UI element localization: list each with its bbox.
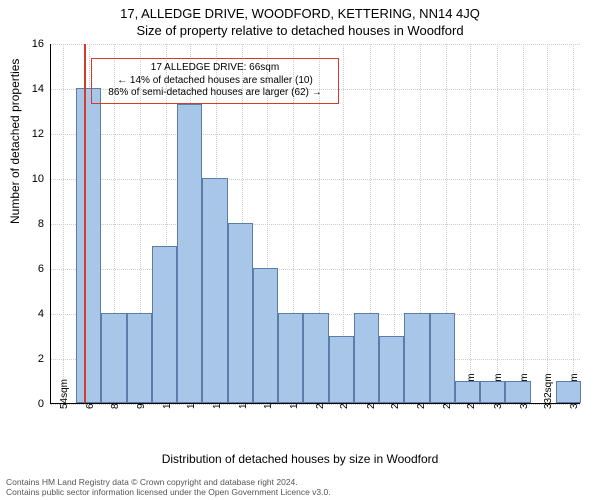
histogram-bar (354, 313, 379, 403)
y-tick-label: 2 (14, 353, 44, 365)
annotation-line: 17 ALLEDGE DRIVE: 66sqm (98, 62, 332, 75)
gridline-vertical (547, 44, 548, 403)
x-axis-label: Distribution of detached houses by size … (0, 452, 600, 466)
footer-attribution: Contains HM Land Registry data © Crown c… (6, 478, 594, 498)
histogram-bar (430, 313, 455, 403)
gridline-horizontal (51, 224, 580, 225)
y-tick-label: 16 (14, 38, 44, 50)
y-tick-label: 14 (14, 83, 44, 95)
chart-container: 17, ALLEDGE DRIVE, WOODFORD, KETTERING, … (0, 0, 600, 500)
annotation-line: ← 14% of detached houses are smaller (10… (98, 75, 332, 88)
histogram-bar (253, 268, 278, 403)
histogram-bar (303, 313, 328, 403)
histogram-bar (202, 178, 227, 403)
histogram-bar (404, 313, 429, 403)
property-marker-line (84, 44, 86, 403)
y-tick-label: 12 (14, 128, 44, 140)
histogram-bar (228, 223, 253, 403)
histogram-bar (152, 246, 177, 404)
title-address: 17, ALLEDGE DRIVE, WOODFORD, KETTERING, … (0, 0, 600, 21)
annotation-line: 86% of semi-detached houses are larger (… (98, 87, 332, 100)
gridline-horizontal (51, 179, 580, 180)
gridline-horizontal (51, 269, 580, 270)
x-tick-label: 54sqm (59, 379, 70, 409)
title-subtitle: Size of property relative to detached ho… (0, 21, 600, 38)
histogram-bar (329, 336, 354, 404)
histogram-bar (127, 313, 152, 403)
gridline-vertical (523, 44, 524, 403)
histogram-bar (278, 313, 303, 403)
gridline-vertical (497, 44, 498, 403)
plot-region: 024681012141654sqm69sqm83sqm98sqm113sqm1… (50, 44, 580, 404)
gridline-horizontal (51, 44, 580, 45)
histogram-bar (101, 313, 126, 403)
annotation-box: 17 ALLEDGE DRIVE: 66sqm← 14% of detached… (91, 58, 339, 104)
y-tick-label: 10 (14, 173, 44, 185)
y-tick-label: 0 (14, 398, 44, 410)
y-tick-label: 4 (14, 308, 44, 320)
histogram-bar (480, 381, 505, 404)
histogram-bar (76, 88, 101, 403)
histogram-bar (556, 381, 581, 404)
histogram-bar (379, 336, 404, 404)
histogram-bar (177, 104, 202, 403)
footer-line-2: Contains public sector information licen… (6, 488, 594, 498)
histogram-bar (505, 381, 530, 404)
y-tick-label: 6 (14, 263, 44, 275)
gridline-horizontal (51, 134, 580, 135)
histogram-bar (455, 381, 480, 404)
chart-area: 024681012141654sqm69sqm83sqm98sqm113sqm1… (50, 44, 580, 404)
gridline-vertical (63, 44, 64, 403)
gridline-vertical (573, 44, 574, 403)
x-tick-label: 332sqm (543, 373, 554, 409)
gridline-vertical (470, 44, 471, 403)
y-tick-label: 8 (14, 218, 44, 230)
